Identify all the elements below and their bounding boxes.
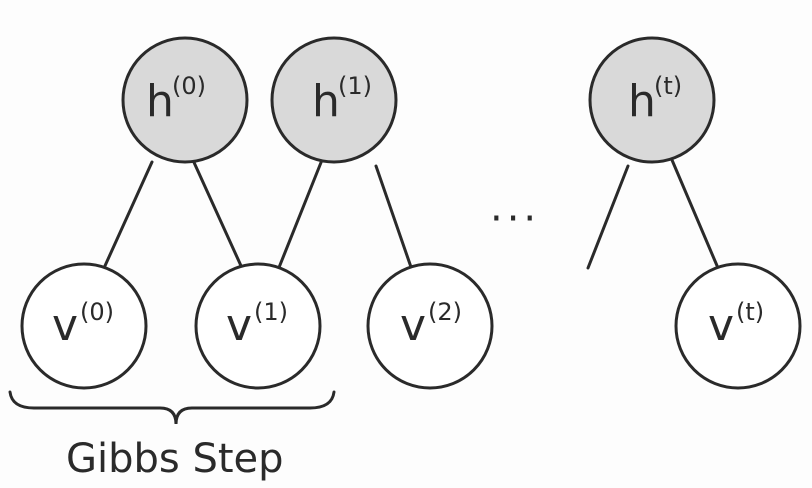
node-h0-sup: (0) [172, 72, 206, 100]
node-h1: h (1) [270, 36, 398, 164]
node-vt-base: v [708, 300, 734, 351]
node-v2-sup: (2) [428, 298, 462, 326]
edge-partial-to-ht [586, 164, 630, 270]
node-ht-base: h [628, 76, 656, 127]
node-v0-sup: (0) [80, 298, 114, 326]
node-ht: h (t) [588, 36, 716, 164]
node-v1-sup: (1) [254, 298, 288, 326]
gibbs-step-brace [8, 390, 336, 425]
node-h0-base: h [146, 76, 174, 127]
edge-h1-v1 [276, 158, 324, 272]
edge-ht-vt [670, 158, 720, 270]
node-v2: v (2) [366, 262, 494, 390]
ellipsis: ··· [490, 196, 540, 242]
edge-h0-v0 [102, 160, 154, 270]
gibbs-step-caption: Gibbs Step [66, 436, 284, 482]
node-v0: v (0) [20, 262, 148, 390]
node-vt-sup: (t) [736, 298, 764, 326]
node-ht-sup: (t) [654, 72, 682, 100]
edge-h0-v1 [190, 156, 244, 270]
node-h0: h (0) [121, 36, 249, 164]
node-v1: v (1) [194, 262, 322, 390]
node-v2-base: v [400, 300, 426, 351]
edge-h1-v2 [374, 164, 414, 272]
node-h1-base: h [312, 76, 340, 127]
node-h1-sup: (1) [338, 72, 372, 100]
node-v0-base: v [52, 300, 78, 351]
node-vt: v (t) [674, 262, 802, 390]
node-v1-base: v [226, 300, 252, 351]
